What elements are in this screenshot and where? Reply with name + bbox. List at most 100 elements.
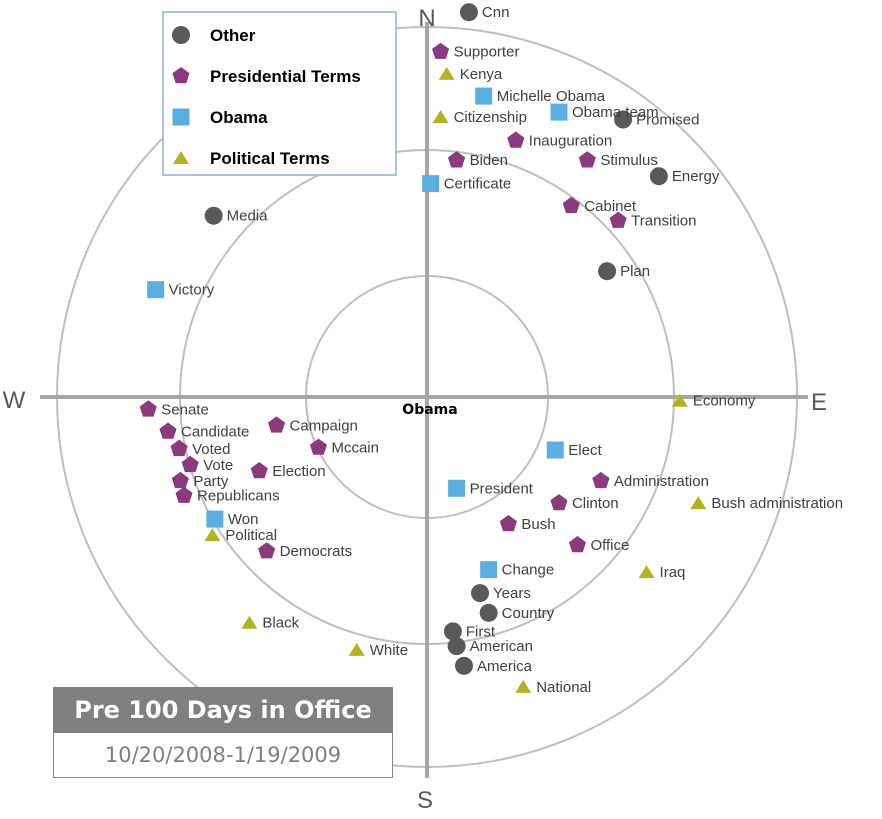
point-label: Office (590, 537, 629, 554)
point-label: Candidate (181, 424, 249, 441)
legend-other-marker (172, 26, 190, 44)
point-label: Won (228, 511, 259, 528)
point-label: Cabinet (584, 198, 637, 215)
legend-entry-other: Other (172, 26, 256, 45)
presidential-terms-marker (592, 471, 610, 489)
point-first: First (443, 622, 496, 641)
other-marker (479, 603, 498, 622)
presidential-terms-marker (448, 151, 466, 168)
point-label: Election (272, 463, 325, 480)
point-label: First (466, 623, 496, 640)
point-label: Bush (521, 516, 555, 533)
other-marker (443, 622, 462, 641)
point-victory: Victory (147, 281, 215, 299)
point-election: Election (250, 462, 326, 480)
point-black: Black (241, 615, 300, 632)
legend-political-terms-marker (173, 151, 189, 164)
point-label: Media (227, 208, 269, 225)
point-label: Democrats (280, 543, 353, 560)
obama-marker (147, 281, 165, 299)
point-media: Media (204, 206, 269, 225)
point-label: Elect (568, 442, 602, 459)
presidential-terms-marker (171, 471, 189, 489)
point-label: Bush administration (711, 495, 843, 512)
point-label: Years (493, 585, 531, 602)
point-voted: Voted (170, 439, 230, 458)
point-label: Biden (470, 152, 508, 169)
obama-marker (475, 87, 493, 105)
presidential-terms-marker (175, 486, 193, 503)
point-label: President (470, 480, 534, 497)
obama-marker (480, 561, 498, 579)
point-label: Administration (614, 473, 709, 490)
point-label: Black (262, 615, 299, 632)
point-label: Clinton (572, 495, 619, 512)
legend-obama-marker (172, 108, 190, 126)
legend-entry-presidential-terms: Presidential Terms (172, 67, 361, 86)
compass-east: E (811, 389, 827, 416)
point-campaign: Campaign (268, 416, 358, 434)
point-transition: Transition (609, 211, 696, 230)
presidential-terms-marker (578, 151, 596, 168)
other-marker (204, 206, 223, 225)
point-change: Change (480, 561, 554, 579)
other-marker (598, 262, 617, 281)
presidential-terms-marker (609, 211, 627, 228)
obama-marker (206, 510, 224, 528)
point-republicans: Republicans (175, 486, 280, 505)
other-marker (459, 3, 478, 22)
legend-presidential-terms-marker (172, 67, 190, 84)
presidential-terms-marker (309, 438, 327, 455)
point-elect: Elect (546, 441, 602, 459)
obama-marker (546, 441, 564, 459)
political-terms-marker (204, 528, 221, 542)
point-label: Campaign (290, 417, 358, 434)
compass-labels: N S W E (3, 5, 827, 814)
point-label: Supporter (454, 44, 520, 61)
political-terms-marker (432, 110, 449, 124)
point-country: Country (479, 603, 555, 622)
point-years: Years (471, 584, 531, 603)
point-label: Economy (693, 393, 756, 410)
other-marker (649, 167, 668, 186)
point-mccain: Mccain (309, 438, 379, 457)
point-inauguration: Inauguration (507, 131, 612, 149)
point-cabinet: Cabinet (562, 196, 637, 215)
presidential-terms-marker (568, 536, 586, 553)
point-office: Office (568, 536, 629, 554)
point-certificate: Certificate (422, 175, 511, 193)
point-national: National (515, 679, 591, 696)
point-label: America (477, 658, 533, 675)
presidential-terms-marker (550, 494, 568, 511)
legend-label: Obama (210, 108, 268, 127)
point-kenya: Kenya (438, 66, 503, 83)
point-clinton: Clinton (550, 494, 619, 512)
point-label: Change (502, 562, 555, 579)
legend-label: Political Terms (210, 149, 330, 168)
presidential-terms-marker (258, 542, 276, 559)
point-label: Inauguration (529, 132, 612, 149)
obama-marker (448, 479, 466, 497)
point-obama-team: Obama team (550, 103, 659, 121)
point-administration: Administration (592, 471, 709, 490)
point-label: Transition (631, 213, 696, 230)
point-won: Won (206, 510, 259, 528)
point-president: President (448, 479, 534, 497)
point-promised: Promised (614, 110, 699, 129)
point-label: Promised (636, 112, 699, 129)
presidential-terms-marker (170, 439, 188, 457)
political-terms-marker (515, 679, 532, 693)
point-label: Iraq (660, 564, 686, 581)
legend: Other Presidential Terms Obama Political Te… (162, 11, 397, 176)
point-label: National (536, 679, 591, 696)
point-democrats: Democrats (258, 542, 352, 560)
point-supporter: Supporter (432, 42, 520, 61)
point-party: Party (171, 471, 229, 490)
point-energy: Energy (649, 167, 720, 186)
point-label: Cnn (482, 4, 510, 21)
presidential-terms-marker (181, 455, 199, 473)
point-plan: Plan (598, 262, 650, 281)
point-cnn: Cnn (459, 3, 510, 22)
point-bush: Bush (499, 515, 556, 533)
compass-north: N (418, 5, 435, 32)
